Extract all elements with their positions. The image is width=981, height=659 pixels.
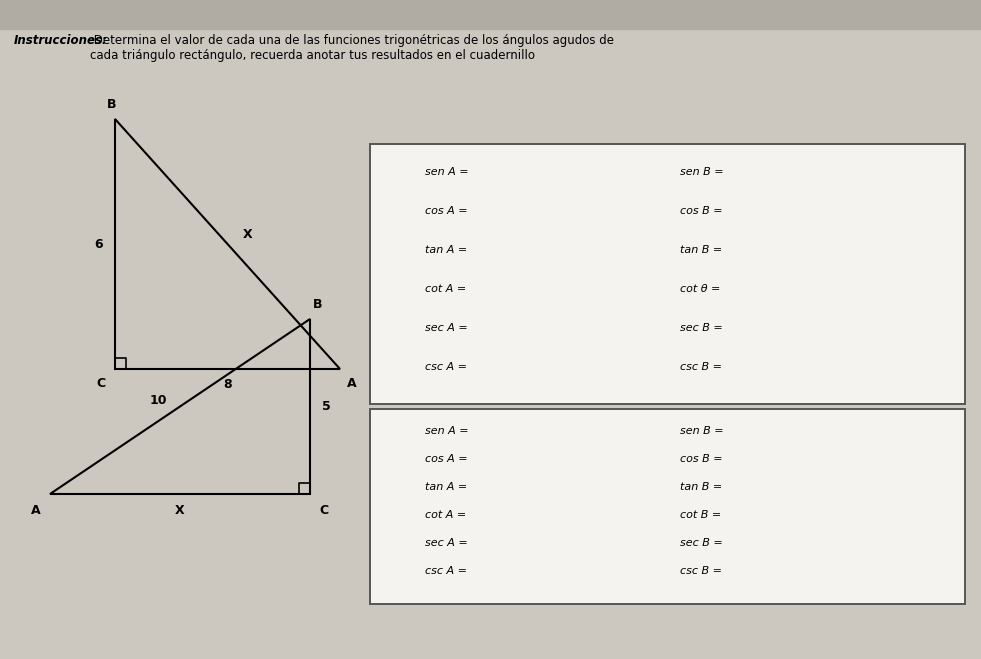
Text: cos A =: cos A = xyxy=(425,206,468,216)
Text: csc A =: csc A = xyxy=(425,362,467,372)
Bar xyxy=(0,0,981,29)
Text: B: B xyxy=(313,298,323,311)
Text: 5: 5 xyxy=(322,400,331,413)
Text: 8: 8 xyxy=(224,378,232,391)
Text: cos B =: cos B = xyxy=(680,454,723,464)
Text: C: C xyxy=(320,504,329,517)
Text: A: A xyxy=(31,504,41,517)
Text: csc B =: csc B = xyxy=(680,566,722,576)
Text: cot θ =: cot θ = xyxy=(680,284,720,294)
Text: sec A =: sec A = xyxy=(425,538,468,548)
Text: csc B =: csc B = xyxy=(680,362,722,372)
Text: Instrucciones:: Instrucciones: xyxy=(14,34,108,47)
Text: 6: 6 xyxy=(95,237,103,250)
Text: sec A =: sec A = xyxy=(425,323,468,333)
Text: X: X xyxy=(176,503,184,517)
Text: X: X xyxy=(242,227,252,241)
Text: sec B =: sec B = xyxy=(680,323,723,333)
Text: tan B =: tan B = xyxy=(680,245,722,255)
Text: tan B =: tan B = xyxy=(680,482,722,492)
Text: 10: 10 xyxy=(149,394,167,407)
Text: A: A xyxy=(347,377,357,390)
Text: sen A =: sen A = xyxy=(425,167,469,177)
Text: csc A =: csc A = xyxy=(425,566,467,576)
Text: Determina el valor de cada una de las funciones trigonétricas de los ángulos agu: Determina el valor de cada una de las fu… xyxy=(90,34,614,62)
Text: cos A =: cos A = xyxy=(425,454,468,464)
Bar xyxy=(370,144,965,404)
Text: cot B =: cot B = xyxy=(680,510,721,520)
Text: cot A =: cot A = xyxy=(425,284,466,294)
Text: sen A =: sen A = xyxy=(425,426,469,436)
Text: sen B =: sen B = xyxy=(680,167,724,177)
Text: B: B xyxy=(107,98,117,111)
Text: tan A =: tan A = xyxy=(425,245,467,255)
Text: sen B =: sen B = xyxy=(680,426,724,436)
Bar xyxy=(370,409,965,604)
Text: cos B =: cos B = xyxy=(680,206,723,216)
Text: cot A =: cot A = xyxy=(425,510,466,520)
Text: tan A =: tan A = xyxy=(425,482,467,492)
Text: C: C xyxy=(96,377,106,390)
Text: sec B =: sec B = xyxy=(680,538,723,548)
